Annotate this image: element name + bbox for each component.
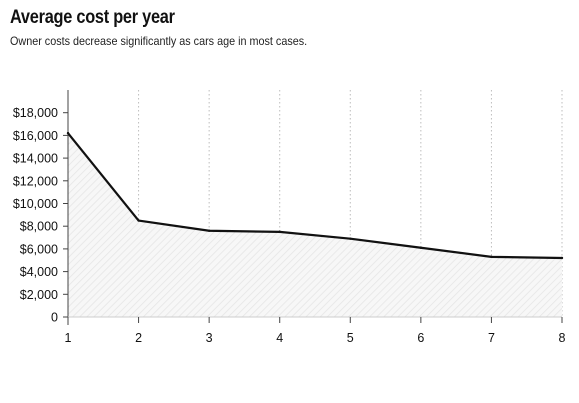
y-tick-label: $10,000 — [13, 197, 58, 211]
y-tick-label: $2,000 — [20, 288, 58, 302]
cost-area — [68, 133, 562, 317]
y-tick-label: $4,000 — [20, 265, 58, 279]
data-points — [66, 131, 564, 260]
data-point-year-3 — [207, 229, 211, 232]
data-point-year-4 — [278, 230, 281, 234]
data-point-year-7 — [490, 255, 493, 259]
data-point-year-1 — [66, 131, 70, 135]
x-tick-label: 4 — [276, 331, 283, 345]
data-point-year-5 — [349, 237, 352, 240]
axes — [63, 90, 563, 325]
cost-line — [67, 132, 563, 260]
chart-subtitle: Owner costs decrease significantly as ca… — [10, 34, 308, 48]
y-axis-tick-labels: 0 $2,000 $4,000 $6,000 $8,000 $10,000 $12,000 $… — [13, 106, 58, 324]
data-point-year-8 — [560, 256, 564, 260]
y-tick-label: $12,000 — [13, 174, 58, 188]
data-point-year-6 — [419, 246, 423, 249]
y-tick-label: $16,000 — [13, 129, 58, 143]
x-tick-label: 2 — [135, 331, 142, 345]
y-tick-label: $8,000 — [20, 220, 58, 234]
x-tick-label: 3 — [206, 331, 213, 345]
x-tick-label: 6 — [417, 331, 424, 345]
y-tick-label: $6,000 — [20, 242, 58, 256]
x-tick-label: 5 — [347, 331, 354, 345]
x-axis-tick-labels: 1 2 3 4 5 6 7 8 — [65, 331, 566, 345]
y-tick-label: 0 — [51, 311, 58, 325]
data-point-year-2 — [137, 219, 140, 222]
x-tick-label: 7 — [488, 331, 495, 345]
y-tick-label: $14,000 — [13, 152, 58, 166]
x-tick-label: 8 — [559, 331, 566, 345]
chart-title: Average cost per year — [10, 7, 175, 28]
x-tick-label: 1 — [65, 331, 72, 345]
y-tick-label: $18,000 — [13, 106, 58, 120]
